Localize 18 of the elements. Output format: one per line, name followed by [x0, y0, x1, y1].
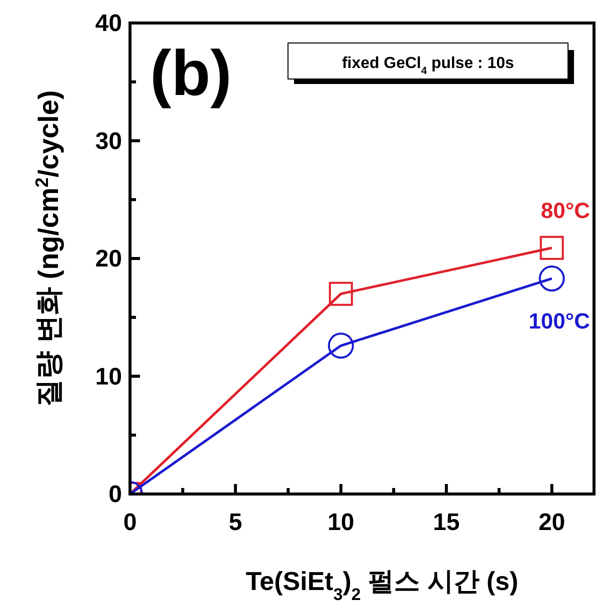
y-tick-label: 20	[95, 246, 122, 272]
x-tick-label: 10	[328, 509, 354, 536]
series-label: 100°C	[528, 308, 590, 334]
point	[328, 332, 354, 359]
annotation: fixed GeCl$_{4}$ pulse : 10s	[342, 55, 514, 76]
y-tick-label: 40	[95, 10, 122, 37]
series-label: 80°C	[540, 198, 590, 223]
x-tick-label: 20	[538, 509, 566, 536]
point	[538, 266, 565, 292]
y-tick-label: 0	[108, 481, 122, 508]
y-tick-label: 10	[95, 363, 122, 390]
x-tick-label: 5	[228, 509, 242, 536]
y-tick-label: 30	[95, 128, 122, 155]
x-tick-label: 15	[433, 509, 460, 536]
annotation: (b)	[150, 37, 232, 109]
point	[540, 236, 564, 260]
x-axis-title: Te(SiEt$_{3}$)$_{2}$ 펄스 시간 (s)	[246, 566, 518, 604]
point	[328, 282, 353, 306]
